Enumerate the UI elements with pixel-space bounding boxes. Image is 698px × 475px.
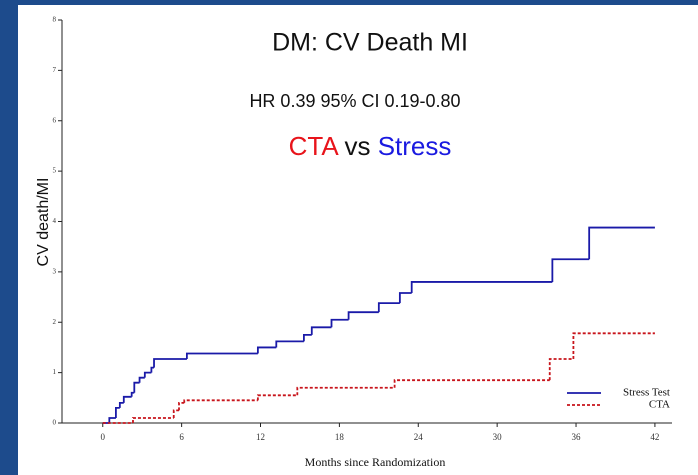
- step-line-segment: [588, 226, 655, 260]
- step-line-segment: [310, 326, 332, 335]
- legend-label: CTA: [649, 399, 670, 411]
- y-tick-label: 8: [53, 16, 57, 24]
- y-tick-label: 7: [53, 66, 57, 74]
- y-tick-label: 3: [53, 267, 57, 275]
- step-line-segment: [275, 340, 304, 348]
- x-tick-label: 12: [256, 432, 265, 442]
- y-tick-label: 4: [53, 217, 57, 225]
- step-line-segment: [172, 409, 180, 418]
- step-line-segment: [330, 318, 349, 328]
- step-line-segment: [551, 258, 590, 282]
- step-line-segment: [115, 406, 120, 418]
- step-line-segment: [347, 311, 379, 320]
- step-line-segment: [296, 386, 395, 396]
- step-line-segment: [178, 401, 185, 411]
- step-line-segment: [256, 346, 277, 354]
- step-line-segment: [393, 379, 550, 388]
- step-line-segment: [302, 333, 312, 342]
- step-line-segment: [132, 417, 174, 423]
- chart-title: DM: CV Death MI: [272, 29, 468, 57]
- y-tick-label: 1: [53, 368, 57, 376]
- comparison-part: CTA: [289, 131, 340, 161]
- x-tick-label: 36: [572, 432, 582, 442]
- x-axis-label: Months since Randomization: [305, 455, 446, 469]
- step-line-segment: [548, 358, 574, 381]
- comparison-part: vs: [344, 131, 370, 161]
- step-line-segment: [133, 381, 140, 393]
- x-tick-label: 0: [101, 432, 106, 442]
- x-tick-label: 30: [493, 432, 503, 442]
- step-line-segment: [122, 395, 132, 403]
- step-line-segment: [377, 302, 400, 313]
- x-tick-label: 24: [414, 432, 424, 442]
- step-line-segment: [143, 371, 152, 378]
- comparison: CTA vs Stress: [289, 131, 452, 161]
- step-line-segment: [153, 358, 187, 368]
- step-line-segment: [108, 417, 116, 423]
- x-tick-label: 6: [179, 432, 184, 442]
- chart-subtitle: HR 0.39 95% CI 0.19-0.80: [249, 91, 460, 111]
- step-line-segment: [138, 376, 145, 383]
- x-tick-label: 42: [650, 432, 659, 442]
- step-line-segment: [256, 394, 298, 401]
- y-tick-label: 2: [53, 318, 57, 326]
- legend-label: Stress Test: [623, 387, 670, 399]
- x-tick-label: 18: [335, 432, 345, 442]
- step-line-segment: [118, 401, 124, 408]
- y-tick-label: 0: [53, 419, 57, 427]
- step-line-segment: [183, 399, 258, 403]
- y-axis-label: CV death/MI: [35, 178, 52, 267]
- step-line-segment: [185, 352, 258, 360]
- y-tick-label: 5: [53, 167, 57, 175]
- y-tick-label: 6: [53, 116, 57, 124]
- comparison-part: Stress: [378, 131, 452, 161]
- step-line-segment: [572, 332, 655, 360]
- step-line-segment: [398, 292, 412, 304]
- step-line-segment: [410, 281, 553, 294]
